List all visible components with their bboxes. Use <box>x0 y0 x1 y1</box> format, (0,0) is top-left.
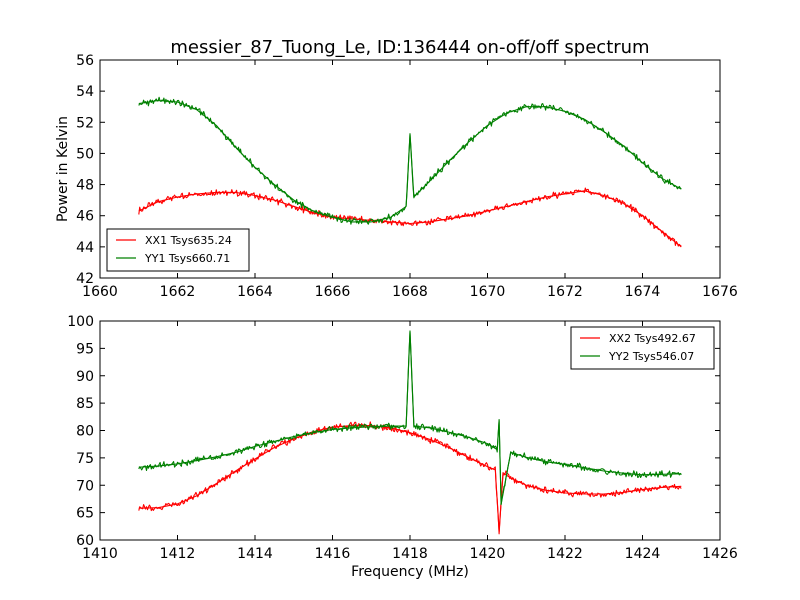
bottom-y-tick-label: 60 <box>76 533 94 549</box>
top-y-tick-label: 56 <box>76 53 94 69</box>
bottom-x-tick-label: 1424 <box>625 546 661 562</box>
bottom-series <box>138 330 682 535</box>
bottom-ticks: 1410 1412 1414 1416 1418 1420 1422 1424 1426 60 65… <box>67 314 738 562</box>
top-y-tick-label: 48 <box>76 178 94 194</box>
top-legend: XX1 Tsys635.24 YY1 Tsys660.71 <box>106 228 250 272</box>
bottom-legend-box <box>570 326 715 370</box>
top-y-tick-label: 46 <box>76 209 94 225</box>
bottom-legend-label-xx2: XX2 Tsys492.67 <box>609 332 696 345</box>
bottom-series-trend-xx2 <box>138 425 682 533</box>
bottom-x-tick-label: 1420 <box>470 546 506 562</box>
top-x-tick-label: 1676 <box>702 284 738 300</box>
top-y-tick-label: 54 <box>76 84 94 100</box>
bottom-series-trend-yy2 <box>138 330 682 505</box>
top-series <box>138 96 682 248</box>
bottom-y-tick-label: 65 <box>76 506 94 522</box>
top-x-tick-label: 1674 <box>625 284 661 300</box>
top-legend-box <box>106 228 250 272</box>
top-y-tick-label: 52 <box>76 115 94 131</box>
top-x-tick-label: 1670 <box>470 284 506 300</box>
top-x-tick-label: 1664 <box>237 284 273 300</box>
bottom-y-tick-label: 85 <box>76 396 94 412</box>
top-x-tick-label: 1662 <box>160 284 196 300</box>
top-series-trend-yy1 <box>138 99 682 223</box>
top-legend-label-yy1: YY1 Tsys660.71 <box>144 252 230 265</box>
bottom-plot-frame <box>99 320 721 541</box>
top-plot-frame <box>99 59 721 279</box>
bottom-y-tick-label: 100 <box>67 314 94 330</box>
top-x-tick-label: 1672 <box>547 284 583 300</box>
bottom-x-axis-label: Frequency (MHz) <box>351 564 469 580</box>
bottom-x-tick-label: 1410 <box>82 546 118 562</box>
bottom-y-tick-label: 95 <box>76 341 94 357</box>
top-y-tick-label: 50 <box>76 146 94 162</box>
bottom-y-tick-label: 75 <box>76 451 94 467</box>
bottom-x-tick-label: 1418 <box>392 546 428 562</box>
bottom-x-tick-label: 1414 <box>237 546 273 562</box>
top-legend-label-xx1: XX1 Tsys635.24 <box>145 234 232 247</box>
top-panel: 1660 1662 1664 1666 1668 1670 1672 1674 1676 42 44… <box>55 53 738 300</box>
top-y-tick-label: 44 <box>76 240 94 256</box>
bottom-legend-label-yy2: YY2 Tsys546.07 <box>608 350 694 363</box>
bottom-x-tick-label: 1416 <box>315 546 351 562</box>
top-x-tick-label: 1666 <box>315 284 351 300</box>
top-x-tick-label: 1660 <box>82 284 118 300</box>
top-x-tick-label: 1668 <box>392 284 428 300</box>
bottom-y-tick-label: 70 <box>76 478 94 494</box>
bottom-y-tick-label: 80 <box>76 424 94 440</box>
bottom-x-tick-label: 1426 <box>702 546 738 562</box>
bottom-y-tick-label: 90 <box>76 369 94 385</box>
figure-title: messier_87_Tuong_Le, ID:136444 on-off/of… <box>170 37 649 58</box>
bottom-legend: XX2 Tsys492.67 YY2 Tsys546.07 <box>570 326 715 370</box>
bottom-x-tick-label: 1422 <box>547 546 583 562</box>
bottom-x-tick-label: 1412 <box>160 546 196 562</box>
top-y-axis-label: Power in Kelvin <box>55 116 71 222</box>
bottom-panel: 1410 1412 1414 1416 1418 1420 1422 1424 1426 60 65… <box>67 314 738 580</box>
top-series-trend-xx1 <box>138 190 682 248</box>
top-ticks: 1660 1662 1664 1666 1668 1670 1672 1674 1676 42 44… <box>76 53 738 300</box>
top-y-tick-label: 42 <box>76 271 94 287</box>
bottom-series-line-xx2 <box>138 421 682 535</box>
